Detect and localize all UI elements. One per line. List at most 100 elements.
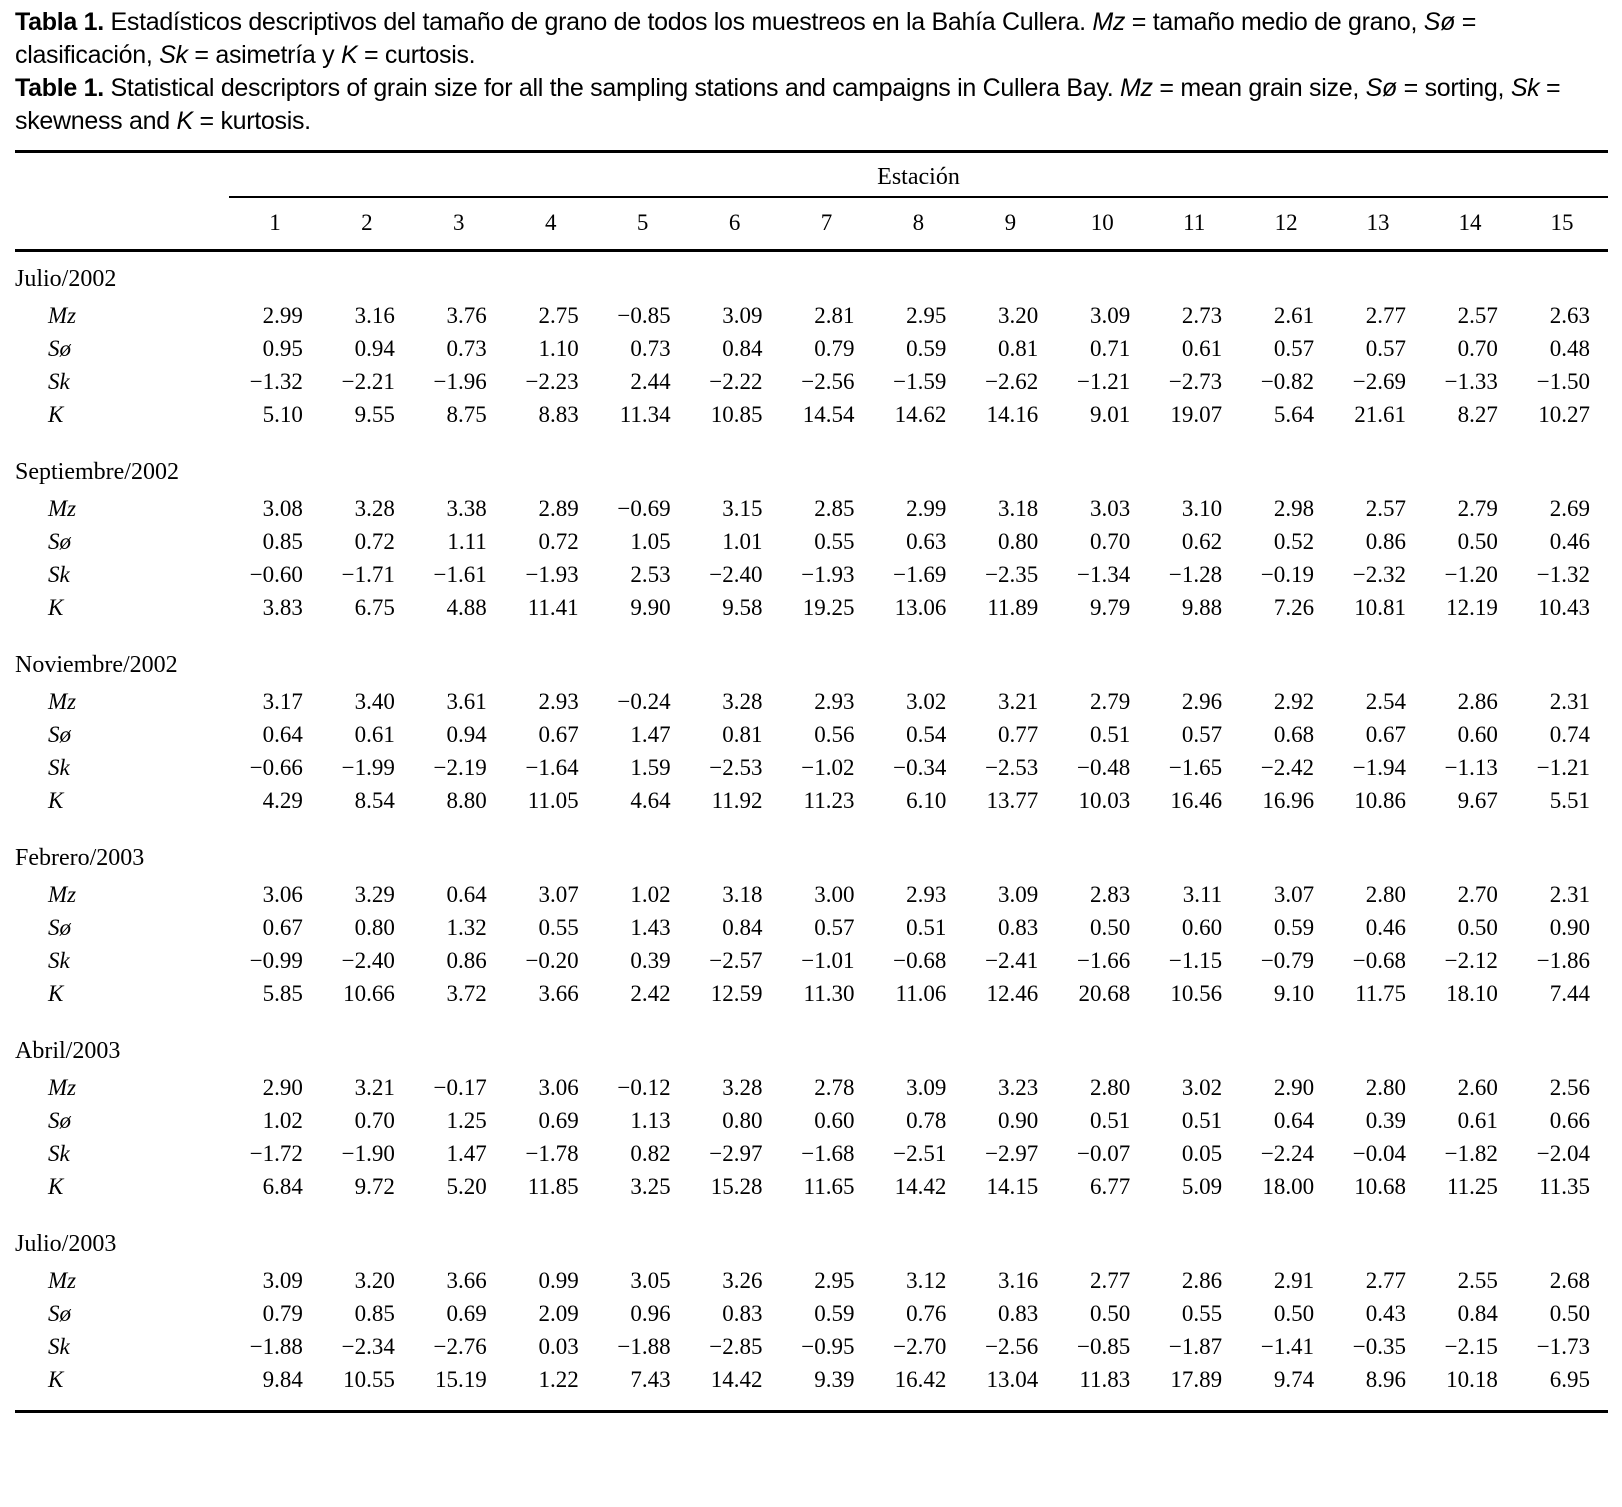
stat-value: 14.54 xyxy=(802,402,855,427)
stat-value: 0.94 xyxy=(354,336,395,361)
stat-value: 11.83 xyxy=(1079,1367,1131,1392)
stat-value: −2.21 xyxy=(341,369,395,394)
stat-value: −1.82 xyxy=(1444,1141,1498,1166)
caption-english: Table 1. Statistical descriptors of grai… xyxy=(15,72,1608,138)
station-column-header: 14 xyxy=(1423,197,1516,252)
stat-value: 0.90 xyxy=(1549,915,1590,940)
stat-value: 0.50 xyxy=(1457,529,1498,554)
caption-segment: K xyxy=(340,41,358,69)
stat-value: 4.88 xyxy=(446,595,487,620)
stat-row: Sk −1.88 −2.34 −2.76 0.03 −1.88 −2.85 −0.95 −2.7… xyxy=(15,1331,1608,1364)
stat-value: 2.99 xyxy=(262,303,303,328)
stat-value: 3.09 xyxy=(998,882,1039,907)
stat-value: 13.06 xyxy=(894,595,947,620)
stat-value: 13.04 xyxy=(986,1367,1039,1392)
stat-value: 11.35 xyxy=(1539,1174,1590,1199)
stat-value: 2.89 xyxy=(538,496,579,521)
station-column-header: 11 xyxy=(1148,197,1241,252)
stat-value: −1.32 xyxy=(249,369,303,394)
stat-value: 4.29 xyxy=(262,788,303,813)
stat-value: 0.55 xyxy=(538,915,579,940)
stat-value: 5.09 xyxy=(1181,1174,1223,1199)
stat-label: Sø xyxy=(48,722,71,747)
stat-value: −2.56 xyxy=(801,369,855,394)
stat-value: 3.16 xyxy=(354,303,395,328)
stat-value: 0.99 xyxy=(538,1268,579,1293)
stat-value: 0.50 xyxy=(1457,915,1498,940)
stat-value: −0.85 xyxy=(617,303,671,328)
stat-value: 3.66 xyxy=(538,981,579,1006)
stat-value: 3.02 xyxy=(1181,1075,1223,1100)
stat-value: 0.52 xyxy=(1273,529,1315,554)
stat-value: 2.86 xyxy=(1181,1268,1223,1293)
stat-value: 2.86 xyxy=(1457,689,1498,714)
stat-value: 0.50 xyxy=(1089,1301,1131,1326)
stat-value: 3.11 xyxy=(1182,882,1223,907)
stat-value: 0.84 xyxy=(722,336,763,361)
stat-value: 9.01 xyxy=(1089,402,1131,427)
stat-value: 3.09 xyxy=(722,303,763,328)
stat-value: 9.55 xyxy=(354,402,395,427)
stat-value: −1.28 xyxy=(1168,562,1223,587)
stat-label: K xyxy=(48,402,64,427)
stat-value: −2.35 xyxy=(985,562,1039,587)
stat-value: −2.40 xyxy=(709,562,763,587)
stat-value: −1.02 xyxy=(801,755,855,780)
stat-row: K 9.84 10.55 15.19 1.22 7.43 14.42 9.39 16.42 13.… xyxy=(15,1364,1608,1412)
stat-value: 2.85 xyxy=(814,496,855,521)
stat-value: 0.84 xyxy=(722,915,763,940)
stat-value: 9.58 xyxy=(722,595,763,620)
stat-value: −1.65 xyxy=(1168,755,1223,780)
stat-value: 1.02 xyxy=(630,882,671,907)
stat-value: 11.06 xyxy=(895,981,947,1006)
stat-label: Mz xyxy=(48,1075,77,1100)
campaign-section-row: Abril/2003 xyxy=(15,1011,1608,1072)
stat-value: 0.57 xyxy=(1365,336,1406,361)
station-column-header: 6 xyxy=(688,197,781,252)
stat-value: 7.44 xyxy=(1549,981,1590,1006)
stat-value: 10.66 xyxy=(343,981,395,1006)
stat-value: 2.75 xyxy=(538,303,579,328)
stat-value: 9.10 xyxy=(1273,981,1315,1006)
stat-value: 0.90 xyxy=(998,1108,1039,1133)
stat-value: 9.88 xyxy=(1181,595,1223,620)
stat-row: K 5.10 9.55 8.75 8.83 11.34 10.85 14.54 14.62 14.… xyxy=(15,399,1608,432)
stat-value: −2.41 xyxy=(985,948,1039,973)
caption-segment: Statistical descriptors of grain size fo… xyxy=(103,74,1121,102)
stat-value: −1.64 xyxy=(525,755,579,780)
stat-value: 16.96 xyxy=(1262,788,1315,813)
stat-value: 2.80 xyxy=(1365,882,1406,907)
stat-value: 0.63 xyxy=(906,529,947,554)
station-column-header: 15 xyxy=(1515,197,1608,252)
stat-row: K 6.84 9.72 5.20 11.85 3.25 15.28 11.65 14.42 14.… xyxy=(15,1171,1608,1204)
stat-value: −1.66 xyxy=(1076,948,1131,973)
stat-value: 0.74 xyxy=(1549,722,1590,747)
stat-value: 0.72 xyxy=(538,529,579,554)
stat-value: 3.06 xyxy=(538,1075,579,1100)
stat-value: 14.42 xyxy=(894,1174,947,1199)
stat-row: Mz 3.06 3.29 0.64 3.07 1.02 3.18 3.00 2.93 3.09 2.… xyxy=(15,879,1608,912)
stat-value: 12.46 xyxy=(986,981,1039,1006)
station-column-header: 13 xyxy=(1332,197,1424,252)
stat-value: −1.90 xyxy=(341,1141,395,1166)
stat-value: 0.03 xyxy=(538,1334,579,1359)
caption-segment: = kurtosis. xyxy=(192,107,312,135)
stat-value: 0.94 xyxy=(446,722,487,747)
stat-value: 0.82 xyxy=(630,1141,671,1166)
stat-value: 16.46 xyxy=(1170,788,1223,813)
stat-value: 12.59 xyxy=(710,981,763,1006)
stat-value: −1.99 xyxy=(341,755,395,780)
stat-value: 2.91 xyxy=(1273,1268,1315,1293)
stat-value: −0.99 xyxy=(249,948,303,973)
stat-value: −0.17 xyxy=(433,1075,487,1100)
stat-value: 2.96 xyxy=(1181,689,1223,714)
stat-value: 2.70 xyxy=(1457,882,1498,907)
stat-value: −0.60 xyxy=(249,562,303,587)
stat-value: 9.90 xyxy=(630,595,671,620)
stat-value: −1.73 xyxy=(1536,1334,1590,1359)
stat-row: Mz 3.08 3.28 3.38 2.89 −0.69 3.15 2.85 2.99 3.18 3… xyxy=(15,493,1608,526)
stat-value: 0.80 xyxy=(998,529,1039,554)
stat-value: −1.72 xyxy=(249,1141,303,1166)
stat-value: −0.24 xyxy=(617,689,671,714)
